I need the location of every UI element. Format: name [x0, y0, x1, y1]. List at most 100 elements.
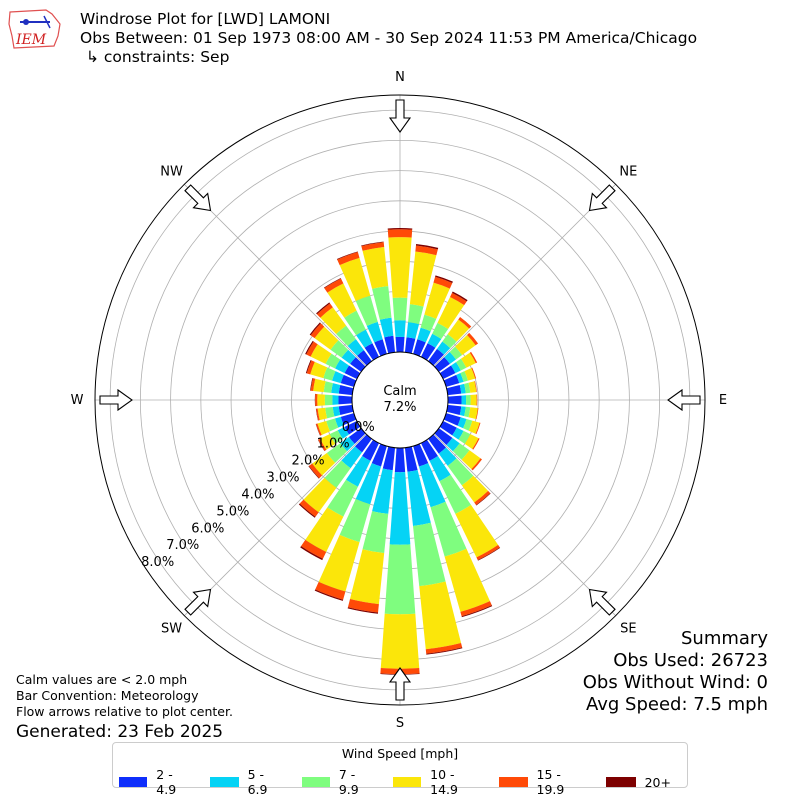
wedge-310-bin-4: [310, 323, 325, 339]
wedge-0-bin-2: [392, 297, 408, 321]
wedge-190-bin-3: [350, 549, 385, 605]
legend-item-3: 10 - 14.9: [392, 767, 483, 797]
wedge-320-bin-0: [357, 350, 372, 366]
wedge-140-bin-3: [461, 475, 489, 503]
wedge-180-bin-5: [380, 673, 420, 675]
wedge-320-bin-5: [316, 302, 331, 315]
wedge-90-bin-4: [476, 394, 478, 406]
wedge-250-bin-2: [326, 418, 339, 432]
legend-swatch: [119, 777, 148, 787]
wedge-60-bin-2: [456, 358, 467, 371]
wedge-120-bin-0: [439, 420, 457, 436]
wedge-320-bin-4: [316, 303, 333, 318]
legend-item-5: 20+: [605, 767, 671, 797]
wedge-170-bin-4: [425, 643, 463, 654]
radial-tick-label: 4.0%: [241, 487, 274, 502]
wedge-110-bin-0: [443, 413, 461, 426]
wedge-10-bin-0: [404, 337, 416, 354]
legend-label: 5 - 6.9: [247, 767, 268, 797]
legend-item-4: 15 - 19.9: [499, 767, 589, 797]
wedge-80-bin-2: [464, 382, 471, 394]
wedge-80-bin-1: [459, 383, 466, 394]
wedge-340-bin-4: [337, 252, 360, 266]
wedge-210-bin-0: [362, 439, 380, 461]
wedge-160-bin-0: [413, 443, 429, 467]
direction-arrow-SE: [588, 588, 616, 616]
wedge-70-bin-1: [456, 372, 464, 384]
wedge-220-bin-2: [324, 460, 351, 488]
wedge-50-bin-4: [467, 332, 479, 346]
legend-item-1: 5 - 6.9: [210, 767, 285, 797]
wedge-110-bin-4: [475, 422, 481, 435]
wedge-270-bin-3: [317, 394, 325, 406]
wedge-340-bin-0: [374, 339, 387, 357]
wedge-100-bin-0: [446, 404, 462, 416]
wedge-200-bin-1: [355, 463, 382, 505]
wedge-20-bin-3: [424, 282, 450, 319]
wedge-240-bin-5: [317, 439, 325, 452]
wedge-280-bin-2: [323, 381, 333, 393]
title-block: Windrose Plot for [LWD] LAMONI Obs Betwe…: [80, 10, 697, 67]
wedge-140-bin-5: [476, 493, 491, 506]
wedge-340-bin-5: [336, 251, 358, 260]
direction-arrow-S: [388, 667, 412, 701]
wedge-290-bin-0: [340, 374, 357, 387]
wedge-280-bin-1: [331, 383, 341, 394]
wedge-170-bin-1: [407, 470, 431, 526]
wedge-100-bin-4: [475, 408, 479, 420]
wedge-60-bin-4: [469, 351, 478, 364]
grid-spoke-3: [433, 433, 616, 616]
direction-arrow-SW: [184, 588, 212, 616]
wedge-210-bin-2: [327, 479, 358, 517]
wedge-110-bin-2: [463, 418, 473, 431]
wedge-230-bin-1: [340, 437, 355, 452]
wedge-120-bin-1: [452, 427, 464, 440]
wedge-250-bin-5: [315, 423, 321, 436]
constraints-label: ↳ constraints: Sep: [86, 48, 230, 66]
calm-center: [351, 351, 449, 449]
wedge-20-bin-0: [413, 339, 426, 357]
legend-title: Wind Speed [mph]: [341, 746, 459, 761]
wedge-170-bin-0: [404, 446, 418, 472]
direction-arrow-NW: [184, 184, 212, 212]
wedge-70-bin-2: [460, 371, 468, 382]
direction-label-N: N: [395, 70, 405, 85]
wedge-330-bin-4: [324, 278, 344, 293]
wedge-50-bin-0: [434, 357, 450, 372]
wedge-50-bin-1: [444, 351, 457, 364]
wedge-70-bin-0: [443, 374, 460, 387]
wedge-40-bin-2: [442, 334, 457, 349]
wedge-190-bin-1: [372, 468, 393, 514]
bar-convention-note: Bar Convention: Meteorology: [16, 688, 199, 703]
direction-label-W: W: [71, 393, 84, 408]
wedge-20-bin-1: [417, 327, 431, 343]
legend-label: 20+: [644, 774, 671, 790]
wedge-250-bin-3: [317, 421, 330, 436]
wedge-260-bin-1: [332, 406, 341, 417]
wedge-140-bin-0: [428, 434, 447, 454]
wedge-10-bin-2: [408, 304, 424, 325]
wedge-270-bin-5: [314, 393, 316, 407]
wedge-340-bin-1: [366, 321, 383, 343]
summary-obs-without-wind: Obs Without Wind: 0: [582, 672, 768, 693]
radial-tick-label: 5.0%: [216, 504, 249, 519]
wedge-0-bin-3: [388, 237, 412, 298]
grid-spoke-1: [433, 184, 616, 367]
wedge-190-bin-0: [382, 446, 396, 471]
wedge-20-bin-2: [420, 314, 437, 332]
wedge-300-bin-1: [335, 359, 349, 374]
direction-arrow-E: [667, 388, 701, 412]
generated-date: Generated: 23 Feb 2025: [16, 722, 224, 742]
wedge-90-bin-1: [461, 395, 467, 405]
wedge-80-bin-0: [446, 384, 462, 396]
wedge-180-bin-0: [394, 447, 406, 473]
radial-tick-label: 6.0%: [191, 521, 224, 536]
wedge-90-bin-3: [470, 394, 477, 406]
wedge-0-bin-5: [387, 228, 413, 230]
wedge-210-bin-3: [305, 507, 344, 552]
wedge-170-bin-3: [419, 581, 462, 650]
wedge-240-bin-0: [344, 420, 361, 435]
wedge-260-bin-2: [325, 406, 335, 419]
wedge-0-bin-4: [387, 229, 413, 238]
